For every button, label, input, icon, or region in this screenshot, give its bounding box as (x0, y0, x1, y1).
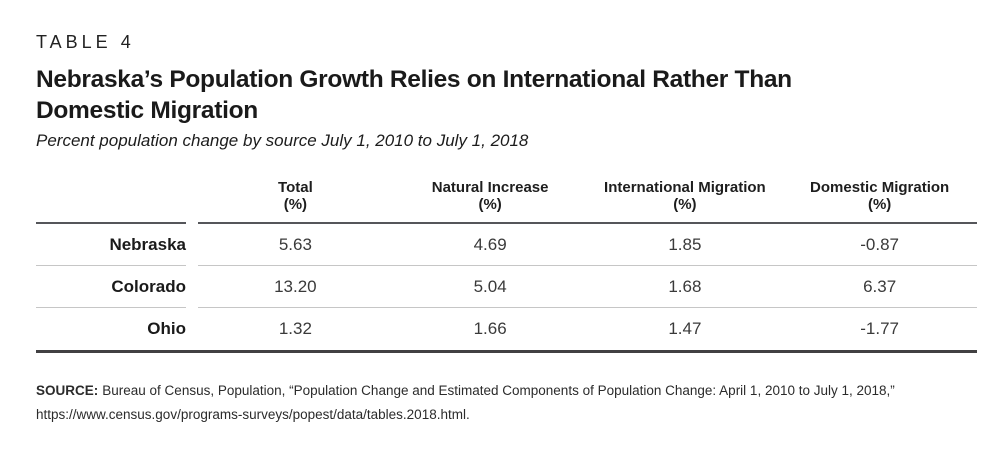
cell-total: 5.63 (278, 235, 312, 254)
source-text-line2: https://www.census.gov/programs-surveys/… (36, 407, 470, 422)
source-text-line1: Bureau of Census, Population, “Populatio… (102, 383, 895, 398)
table-bottom-rule (36, 350, 977, 353)
column-header-unit: (%) (283, 196, 308, 213)
table-row-ohio: Ohio 1.32 1.66 1.47 -1.77 (36, 308, 977, 350)
cell-international-migration: 1.85 (668, 235, 702, 254)
column-header-unit: (%) (867, 196, 892, 213)
row-values: 5.63 4.69 1.85 -0.87 (198, 224, 977, 266)
cell-domestic-migration: 6.37 (863, 277, 897, 296)
header-spacer-cell (36, 179, 186, 224)
column-header-natural-increase: Natural Increase (%) (393, 179, 588, 222)
header-columns: Total (%) Natural Increase (%) Internati… (198, 179, 977, 224)
cell-international-migration: 1.47 (668, 319, 702, 338)
page: TABLE 4 Nebraska’s Population Growth Rel… (36, 32, 977, 427)
row-values: 13.20 5.04 1.68 6.37 (198, 266, 977, 308)
table-row-colorado: Colorado 13.20 5.04 1.68 6.37 (36, 266, 977, 308)
column-header-domestic-migration: Domestic Migration (%) (782, 179, 977, 222)
row-label: Ohio (147, 319, 186, 338)
source-note: SOURCE: Bureau of Census, Population, “Po… (36, 379, 977, 427)
row-label: Nebraska (36, 224, 186, 266)
page-subtitle: Percent population change by source July… (36, 131, 529, 150)
cell-international-migration: 1.68 (668, 277, 702, 296)
column-header-total: Total (%) (198, 179, 393, 222)
cell-domestic-migration: -0.87 (860, 235, 899, 254)
page-title: Nebraska’s Population Growth Relies on I… (36, 64, 977, 126)
cell-total: 1.32 (278, 319, 312, 338)
page-title-line1: Nebraska’s Population Growth Relies on I… (36, 66, 792, 93)
table-row-nebraska: Nebraska 5.63 4.69 1.85 -0.87 (36, 224, 977, 266)
table-kicker: TABLE 4 (36, 32, 135, 52)
column-header-label: Natural Increase (431, 179, 549, 196)
column-header-unit: (%) (673, 196, 697, 213)
cell-natural-increase: 5.04 (473, 277, 507, 296)
cell-total: 13.20 (274, 277, 317, 296)
source-label: SOURCE: (36, 383, 99, 398)
column-header-unit: (%) (478, 196, 502, 213)
column-header-label: Domestic Migration (810, 179, 950, 196)
cell-natural-increase: 1.66 (473, 319, 507, 338)
row-values: 1.32 1.66 1.47 -1.77 (198, 308, 977, 350)
column-header-label: Total (278, 179, 313, 196)
column-header-label: International Migration (604, 179, 766, 196)
row-label: Colorado (36, 266, 186, 308)
cell-natural-increase: 4.69 (473, 235, 507, 254)
cell-domestic-migration: -1.77 (860, 319, 899, 338)
data-table: Total (%) Natural Increase (%) Internati… (36, 179, 977, 353)
column-header-international-migration: International Migration (%) (588, 179, 783, 222)
table-header-row: Total (%) Natural Increase (%) Internati… (36, 179, 977, 224)
page-title-line2: Domestic Migration (36, 97, 258, 124)
